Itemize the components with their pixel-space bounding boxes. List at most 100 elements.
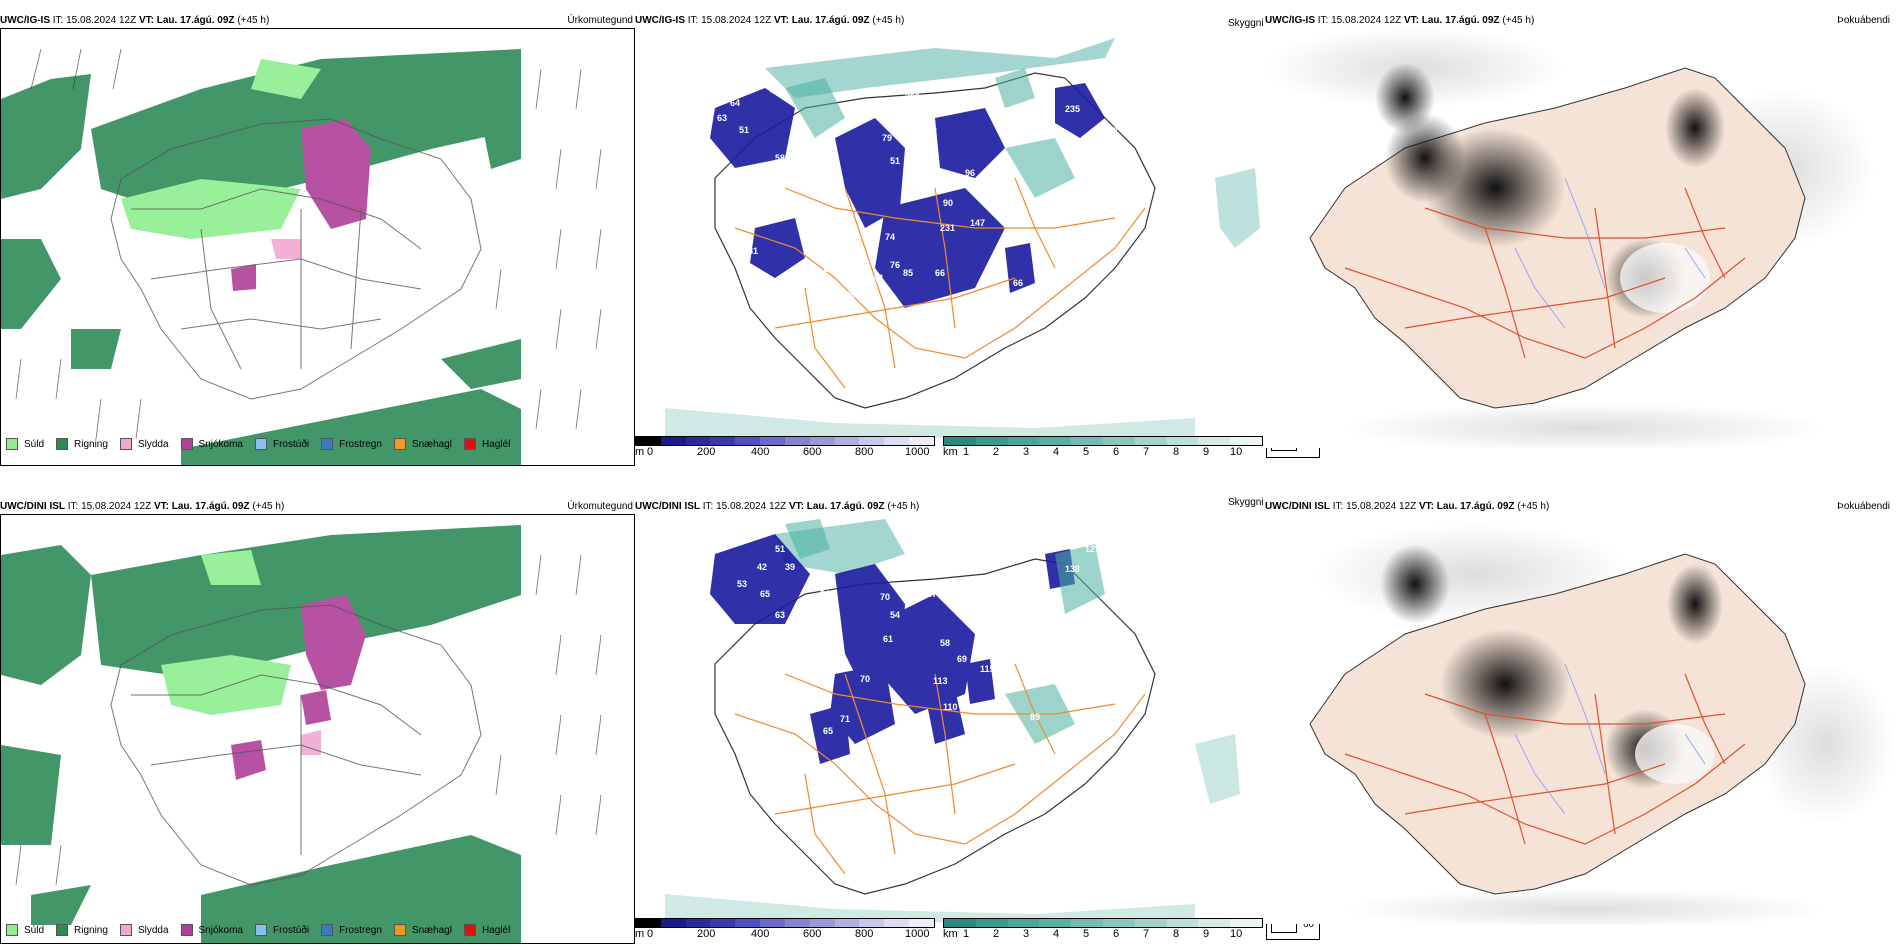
panel-header: UWC/IG-IS IT: 15.08.2024 12Z VT: Lau. 17… [1265, 14, 1900, 28]
peak-label: 74 [885, 232, 896, 242]
swatch [254, 924, 267, 936]
colorbar-tick: 1000 [905, 928, 930, 940]
swatch [56, 438, 69, 450]
colorbar-tick: 600 [803, 928, 822, 940]
visibility-colorbar: km 1 2 3 4 5 6 7 8 9 10 [943, 918, 1263, 940]
colorbar-tick: 400 [751, 928, 770, 940]
precip-legend: Súld Rigning Slydda Snjókoma Frostúði Fr… [6, 924, 510, 936]
model-name: UWC/DINI ISL [635, 501, 700, 512]
swatch [254, 438, 267, 450]
peak-label: 71 [840, 714, 851, 724]
peak-label: 102 [830, 242, 846, 252]
swatch [119, 438, 132, 450]
colorbar-tick: 1 [963, 928, 970, 940]
fog-map [1265, 28, 1900, 448]
init-time: IT: 15.08.2024 12Z [700, 501, 789, 512]
valid-time: VT: Lau. 17.ágú. 09Z [153, 501, 250, 512]
swatch [393, 924, 406, 936]
colorbar-tick: 8 [1173, 446, 1180, 458]
legend-label: Snæhagl [411, 438, 452, 450]
precip-map [0, 28, 635, 466]
visibility-label: Skyggni [1228, 497, 1264, 508]
colorbar-unit: km [943, 446, 958, 458]
lead-time: (+45 h) [234, 15, 270, 26]
panel-title: Úrkomutegund [567, 15, 633, 26]
legend-label: Súld [24, 924, 45, 936]
colorbar-tick: 200 [697, 446, 716, 458]
legend-item: Haglél [463, 924, 510, 936]
ceiling-map: 51 42 39 53 65 56 63 72 70 47 54 61 58 6… [635, 514, 1265, 924]
peak-label: 42 [757, 562, 768, 572]
peak-label: 48 [873, 273, 884, 283]
legend-label: Frostregn [339, 924, 382, 936]
peak-label: 57 [727, 704, 738, 714]
colorbar-tick: 2 [993, 446, 1000, 458]
model-name: UWC/DINI ISL [1265, 501, 1330, 512]
legend-label: Slydda [137, 438, 169, 450]
legend-item: Snjókoma [180, 438, 243, 450]
peak-label: 95 [1055, 679, 1066, 689]
peak-label: 58 [940, 638, 951, 648]
ceiling-colorbar: m 0 200 400 600 800 1000 [635, 436, 935, 458]
peak-label: 69 [957, 654, 968, 664]
peak-label: 65 [823, 726, 834, 736]
valid-time: VT: Lau. 17.ágú. 09Z [138, 15, 235, 26]
ceiling-panel-bottom: UWC/DINI ISL IT: 15.08.2024 12Z VT: Lau.… [635, 500, 1265, 950]
peak-label: 47 [927, 589, 938, 599]
colorbar-tick: 4 [1053, 446, 1060, 458]
ceiling-map-svg [665, 519, 1240, 922]
lead-time: (+45 h) [249, 501, 285, 512]
peak-label: 65 [760, 589, 771, 599]
init-time: IT: 15.08.2024 12Z [65, 501, 154, 512]
legend-item: Haglél [463, 438, 510, 450]
peak-label: 147 [970, 218, 986, 228]
legend-item: Snæhagl [393, 438, 452, 450]
peak-label: 63 [775, 610, 786, 620]
peak-label: 235 [1065, 104, 1081, 114]
swatch [180, 924, 193, 936]
colorbar-tick: 5 [1083, 928, 1090, 940]
colorbar-tick: 9 [1203, 928, 1210, 940]
peak-label: 90 [943, 198, 954, 208]
lead-time: (+45 h) [1499, 15, 1535, 26]
swatch [321, 438, 334, 450]
init-time: IT: 15.08.2024 12Z [685, 15, 774, 26]
swatch [463, 924, 476, 936]
colorbar-strip [943, 436, 1263, 446]
colorbar-tick: 7 [1143, 928, 1150, 940]
swatch [6, 438, 18, 450]
model-name: UWC/IG-IS [0, 15, 50, 26]
colorbar-tick: 0 [647, 446, 654, 458]
panel-header: UWC/DINI ISL IT: 15.08.2024 12Z VT: Lau.… [1265, 500, 1900, 514]
legend-label: Frostúði [272, 924, 310, 936]
peak-label: 396 [905, 92, 921, 102]
lead-time: (+45 h) [869, 15, 905, 26]
swatch [321, 924, 334, 936]
legend-item: Slydda [119, 924, 169, 936]
ceiling-map-svg [665, 38, 1260, 438]
colorbar-tick: 2 [993, 928, 1000, 940]
peak-label: 113 [757, 198, 772, 208]
legend-item: Snjókoma [180, 924, 243, 936]
swatch [56, 924, 69, 936]
legend-label: Frostregn [339, 438, 382, 450]
peak-label: 85 [903, 268, 914, 278]
fog-panel-bottom: UWC/DINI ISL IT: 15.08.2024 12Z VT: Lau.… [1265, 500, 1900, 950]
legend-label: Snjókoma [198, 438, 243, 450]
fog-map [1265, 514, 1900, 924]
legend-item: Frostregn [321, 924, 382, 936]
peak-label: 51 [890, 156, 901, 166]
colorbar-tick: 800 [855, 928, 874, 940]
panel-title: Úrkomutegund [567, 501, 633, 512]
legend-item: Frostúði [254, 438, 309, 450]
colorbar-tick: 4 [1053, 928, 1060, 940]
peak-label: 79 [882, 133, 893, 143]
colorbar-strip [635, 918, 935, 928]
fog-legend-label: 60 [1303, 919, 1315, 930]
peak-label: 51 [739, 125, 750, 135]
panel-title: Þokuábendi [1837, 15, 1890, 26]
colorbar-tick: 8 [1173, 928, 1180, 940]
ceiling-map: 40 64 63 51 82 53 58 396 79 52 51 72 90 … [635, 28, 1265, 448]
peak-label: 138 [1065, 564, 1081, 574]
panel-header: UWC/DINI ISL IT: 15.08.2024 12Z VT: Lau.… [635, 500, 1265, 514]
